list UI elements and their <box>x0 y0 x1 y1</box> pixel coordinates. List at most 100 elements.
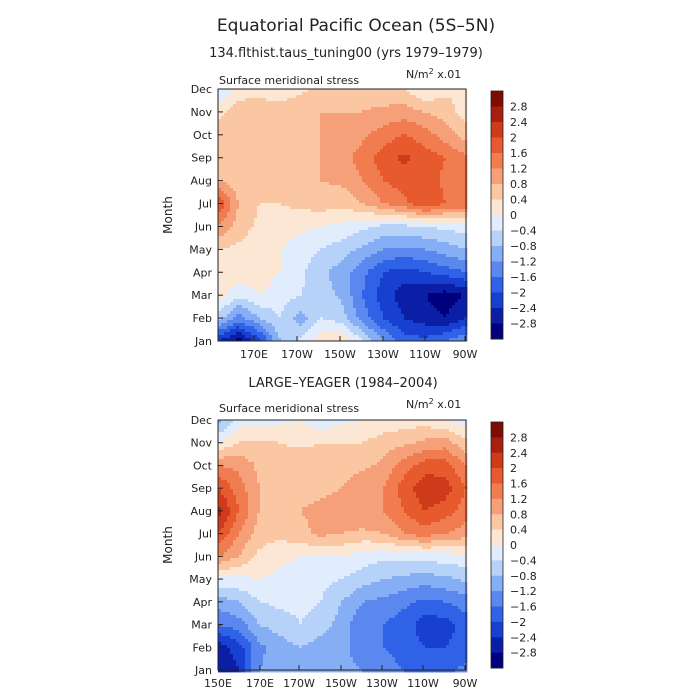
heatmap-cell <box>323 233 327 237</box>
heatmap-cell <box>275 122 279 126</box>
heatmap-cell <box>455 236 459 240</box>
heatmap-cell <box>251 161 255 165</box>
heatmap-cell <box>356 140 360 144</box>
heatmap-cell <box>371 116 375 120</box>
heatmap-cell <box>329 107 333 111</box>
heatmap-cell <box>257 101 261 105</box>
heatmap-cell <box>386 182 390 186</box>
heatmap-cell <box>398 209 402 213</box>
heatmap-cell <box>263 218 267 222</box>
heatmap-cell <box>386 149 390 153</box>
heatmap-cell <box>359 200 363 204</box>
heatmap-cell <box>227 188 231 192</box>
heatmap-cell <box>218 98 222 102</box>
heatmap-cell <box>221 92 225 96</box>
heatmap-cell <box>338 158 342 162</box>
heatmap-cell <box>398 98 402 102</box>
heatmap-cell <box>272 236 276 240</box>
heatmap-cell <box>380 221 384 225</box>
heatmap-cell <box>425 236 429 240</box>
heatmap-cell <box>353 254 357 258</box>
heatmap-cell <box>233 209 237 213</box>
heatmap-cell <box>431 122 435 126</box>
heatmap-cell <box>437 251 441 255</box>
heatmap-cell <box>287 128 291 132</box>
heatmap-cell <box>374 146 378 150</box>
heatmap-cell <box>248 233 252 237</box>
heatmap-cell <box>272 233 276 237</box>
heatmap-cell <box>401 251 405 255</box>
heatmap-cell <box>458 137 462 141</box>
heatmap-cell <box>311 116 315 120</box>
heatmap-cell <box>356 209 360 213</box>
heatmap-cell <box>275 143 279 147</box>
heatmap-cell <box>461 119 465 123</box>
heatmap-cell <box>407 215 411 219</box>
heatmap-cell <box>218 173 222 177</box>
heatmap-cell <box>284 161 288 165</box>
heatmap-cell <box>269 134 273 138</box>
heatmap-cell <box>407 185 411 189</box>
heatmap-cell <box>260 257 264 261</box>
heatmap-cell <box>404 137 408 141</box>
heatmap-cell <box>356 185 360 189</box>
heatmap-cell <box>332 146 336 150</box>
heatmap-cell <box>281 146 285 150</box>
heatmap-cell <box>440 197 444 201</box>
heatmap-cell <box>341 242 345 246</box>
heatmap-cell <box>449 227 453 231</box>
heatmap-cell <box>374 182 378 186</box>
heatmap-cell <box>257 260 261 264</box>
heatmap-cell <box>254 191 258 195</box>
heatmap-cell <box>362 164 366 168</box>
heatmap-cell <box>446 251 450 255</box>
heatmap-cell <box>440 209 444 213</box>
heatmap-cell <box>350 155 354 159</box>
heatmap-cell <box>257 173 261 177</box>
heatmap-cell <box>449 218 453 222</box>
heatmap-cell <box>446 224 450 228</box>
heatmap-cell <box>236 173 240 177</box>
heatmap-cell <box>251 128 255 132</box>
heatmap-cell <box>395 122 399 126</box>
heatmap-cell <box>356 155 360 159</box>
heatmap-cell <box>248 200 252 204</box>
heatmap-cell <box>305 239 309 243</box>
heatmap-cell <box>404 200 408 204</box>
heatmap-cell <box>299 206 303 210</box>
heatmap-cell <box>368 221 372 225</box>
heatmap-cell <box>404 89 408 93</box>
heatmap-cell <box>251 173 255 177</box>
heatmap-cell <box>425 230 429 234</box>
heatmap-cell <box>359 146 363 150</box>
heatmap-cell <box>410 161 414 165</box>
heatmap-cell <box>404 215 408 219</box>
heatmap-cell <box>311 110 315 114</box>
heatmap-cell <box>332 197 336 201</box>
heatmap-cell <box>347 95 351 99</box>
heatmap-cell <box>350 143 354 147</box>
heatmap-cell <box>287 194 291 198</box>
heatmap-cell <box>305 104 309 108</box>
heatmap-cell <box>275 191 279 195</box>
heatmap-cell <box>260 176 264 180</box>
heatmap-cell <box>383 113 387 117</box>
heatmap-cell <box>224 227 228 231</box>
heatmap-cell <box>431 131 435 135</box>
heatmap-cell <box>227 155 231 159</box>
heatmap-cell <box>338 221 342 225</box>
heatmap-cell <box>326 134 330 138</box>
heatmap-cell <box>347 158 351 162</box>
heatmap-cell <box>263 197 267 201</box>
heatmap-cell <box>260 206 264 210</box>
heatmap-cell <box>335 143 339 147</box>
heatmap-cell <box>236 158 240 162</box>
heatmap-cell <box>371 113 375 117</box>
heatmap-cell <box>332 164 336 168</box>
heatmap-cell <box>401 236 405 240</box>
heatmap-cell <box>365 254 369 258</box>
heatmap-cell <box>428 107 432 111</box>
heatmap-cell <box>395 131 399 135</box>
heatmap-cell <box>221 266 225 270</box>
heatmap-cell <box>326 140 330 144</box>
